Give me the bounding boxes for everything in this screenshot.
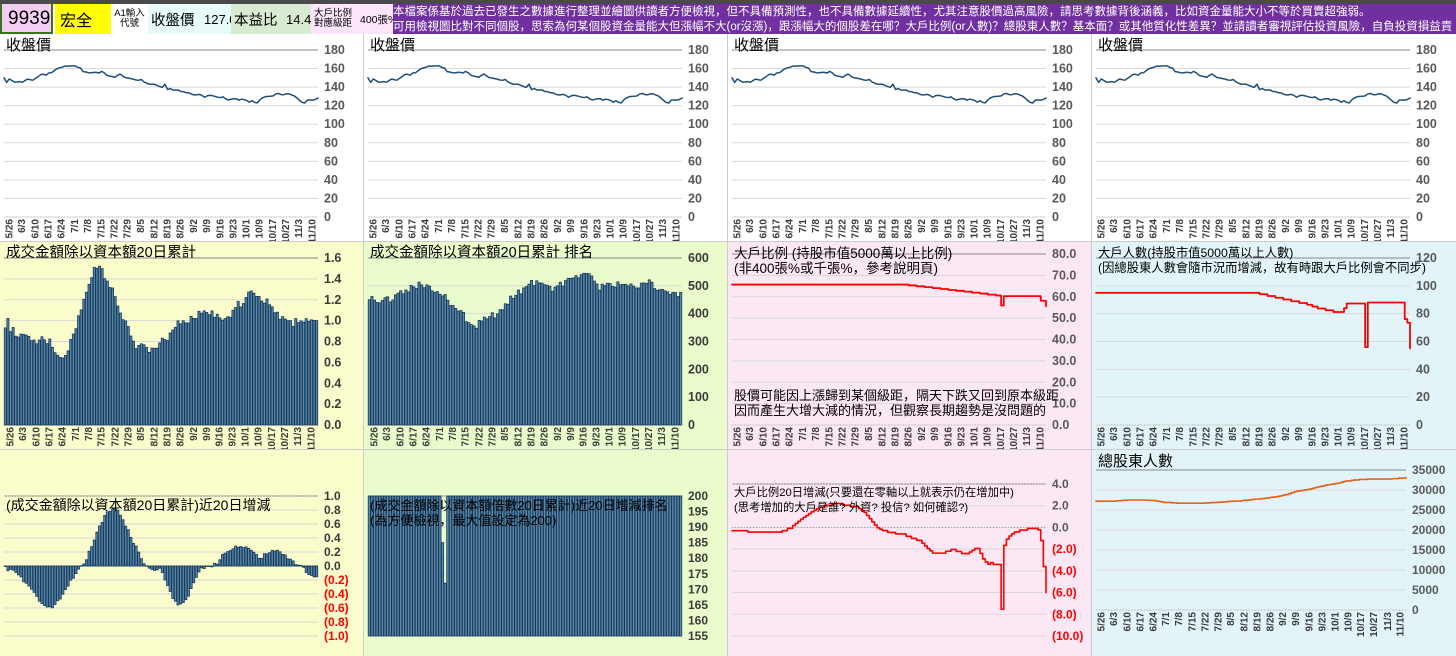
svg-text:(0.6): (0.6) (324, 601, 349, 615)
svg-text:170: 170 (688, 582, 708, 596)
svg-text:80: 80 (1416, 136, 1430, 150)
svg-text:0.2: 0.2 (324, 545, 341, 559)
svg-text:35000: 35000 (1412, 463, 1446, 477)
svg-text:185: 185 (688, 536, 708, 550)
svg-text:140: 140 (688, 80, 709, 94)
svg-text:80: 80 (1052, 136, 1066, 150)
svg-text:100: 100 (688, 390, 709, 404)
svg-text:100: 100 (1416, 117, 1437, 131)
svg-text:0.8: 0.8 (324, 335, 341, 349)
svg-text:15000: 15000 (1412, 543, 1446, 557)
svg-text:80.0: 80.0 (1052, 247, 1076, 261)
svg-text:(1.0): (1.0) (324, 629, 349, 643)
svg-text:100: 100 (324, 117, 345, 131)
svg-text:120: 120 (688, 99, 709, 113)
svg-text:120: 120 (1416, 99, 1437, 113)
svg-text:600: 600 (688, 251, 709, 265)
svg-text:20: 20 (688, 191, 702, 205)
svg-text:10000: 10000 (1412, 563, 1446, 577)
svg-text:30000: 30000 (1412, 483, 1446, 497)
svg-text:40: 40 (688, 173, 702, 187)
svg-text:160: 160 (324, 62, 345, 76)
svg-text:180: 180 (688, 551, 708, 565)
svg-text:200: 200 (688, 362, 709, 376)
svg-text:(0.2): (0.2) (324, 573, 349, 587)
svg-text:175: 175 (688, 567, 708, 581)
svg-text:100: 100 (1052, 117, 1073, 131)
svg-text:140: 140 (1052, 80, 1073, 94)
svg-text:100: 100 (1416, 279, 1437, 293)
svg-text:0.2: 0.2 (324, 397, 341, 411)
svg-text:140: 140 (324, 80, 345, 94)
svg-text:40: 40 (1416, 362, 1430, 376)
svg-text:300: 300 (688, 335, 709, 349)
svg-text:20: 20 (1416, 390, 1430, 404)
svg-text:(4.0): (4.0) (1052, 564, 1077, 578)
svg-text:165: 165 (688, 598, 708, 612)
svg-text:40: 40 (324, 173, 338, 187)
svg-text:60: 60 (1416, 154, 1430, 168)
svg-text:195: 195 (688, 505, 708, 519)
svg-text:180: 180 (1052, 43, 1073, 57)
svg-text:0.6: 0.6 (324, 355, 341, 369)
svg-text:155: 155 (688, 629, 708, 643)
svg-text:60: 60 (1052, 154, 1066, 168)
svg-text:50.0: 50.0 (1052, 311, 1076, 325)
svg-text:400: 400 (688, 307, 709, 321)
svg-text:500: 500 (688, 279, 709, 293)
svg-text:80: 80 (688, 136, 702, 150)
svg-text:120: 120 (324, 99, 345, 113)
svg-text:140: 140 (1416, 80, 1437, 94)
svg-text:2.0: 2.0 (1052, 499, 1069, 513)
svg-text:70.0: 70.0 (1052, 268, 1076, 282)
svg-text:160: 160 (1416, 62, 1437, 76)
svg-text:1.4: 1.4 (324, 272, 341, 286)
svg-text:60: 60 (324, 154, 338, 168)
svg-text:(6.0): (6.0) (1052, 586, 1077, 600)
svg-text:0.4: 0.4 (324, 376, 341, 390)
svg-text:(0.4): (0.4) (324, 587, 349, 601)
svg-text:0.8: 0.8 (324, 503, 341, 517)
svg-text:20000: 20000 (1412, 523, 1446, 537)
svg-text:1.2: 1.2 (324, 293, 341, 307)
svg-text:160: 160 (688, 613, 708, 627)
svg-text:40: 40 (1052, 173, 1066, 187)
svg-text:0.6: 0.6 (324, 517, 341, 531)
svg-text:0.0: 0.0 (324, 559, 341, 573)
svg-text:40.0: 40.0 (1052, 333, 1076, 347)
svg-text:30.0: 30.0 (1052, 354, 1076, 368)
svg-text:180: 180 (1416, 43, 1437, 57)
svg-text:20: 20 (1052, 191, 1066, 205)
svg-text:25000: 25000 (1412, 503, 1446, 517)
svg-text:120: 120 (1052, 99, 1073, 113)
svg-text:(8.0): (8.0) (1052, 607, 1077, 621)
svg-text:(10.0): (10.0) (1052, 629, 1083, 643)
svg-text:100: 100 (688, 117, 709, 131)
svg-text:5000: 5000 (1412, 583, 1439, 597)
svg-text:20: 20 (324, 191, 338, 205)
svg-text:40: 40 (1416, 173, 1430, 187)
svg-text:80: 80 (324, 136, 338, 150)
svg-text:180: 180 (324, 43, 345, 57)
svg-text:190: 190 (688, 520, 708, 534)
svg-text:60.0: 60.0 (1052, 290, 1076, 304)
svg-text:0.4: 0.4 (324, 531, 341, 545)
svg-text:60: 60 (1416, 335, 1430, 349)
svg-text:80: 80 (1416, 307, 1430, 321)
svg-text:160: 160 (688, 62, 709, 76)
svg-text:1.6: 1.6 (324, 251, 341, 265)
svg-text:60: 60 (688, 154, 702, 168)
svg-text:160: 160 (1052, 62, 1073, 76)
svg-text:180: 180 (688, 43, 709, 57)
svg-text:1.0: 1.0 (324, 314, 341, 328)
svg-text:(0.8): (0.8) (324, 615, 349, 629)
svg-text:0.0: 0.0 (1052, 520, 1069, 534)
svg-text:(2.0): (2.0) (1052, 542, 1077, 556)
svg-text:20: 20 (1416, 191, 1430, 205)
